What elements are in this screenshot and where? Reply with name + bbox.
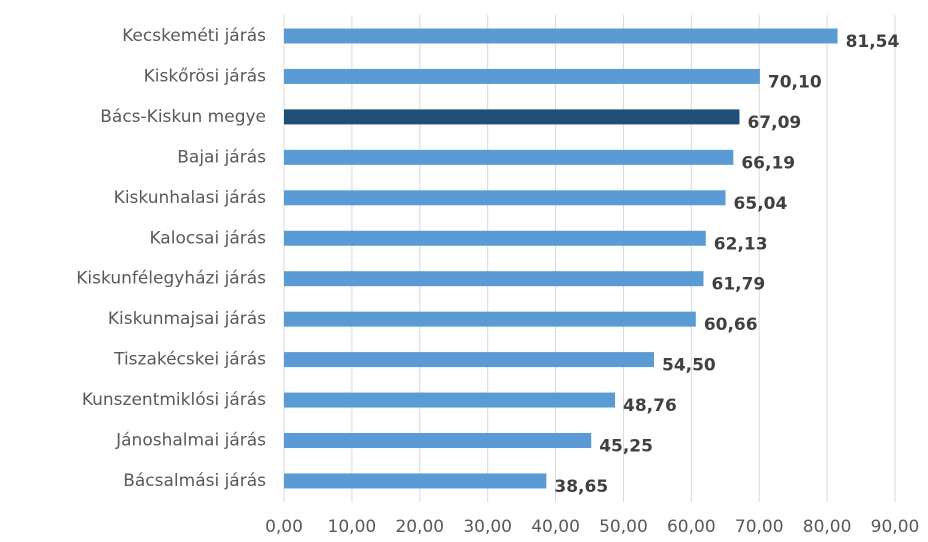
bar <box>284 433 592 448</box>
value-label: 62,13 <box>714 234 768 254</box>
category-label: Kalocsai járás <box>149 228 266 248</box>
bar <box>284 230 706 246</box>
category-label: Kiskunhalasi járás <box>114 188 266 208</box>
category-label: Kunszentmiklósi járás <box>82 390 266 410</box>
bar <box>284 68 760 84</box>
x-tick-label: 60,00 <box>667 517 716 537</box>
x-tick-label: 80,00 <box>803 517 852 537</box>
category-label: Bajai járás <box>177 147 266 167</box>
bar <box>284 149 734 165</box>
category-label: Bácsalmási járás <box>123 471 266 491</box>
value-label: 54,50 <box>662 356 716 376</box>
bar <box>284 473 547 489</box>
category-label: Kiskunmajsai járás <box>108 309 266 329</box>
value-label: 60,66 <box>704 315 758 335</box>
value-label: 45,25 <box>599 437 653 457</box>
bar <box>284 109 740 125</box>
x-tick-label: 70,00 <box>735 517 784 537</box>
bar <box>284 392 616 408</box>
value-label: 67,09 <box>747 113 801 133</box>
x-tick-label: 30,00 <box>463 517 512 537</box>
x-tick-label: 10,00 <box>328 517 377 537</box>
x-tick-label: 40,00 <box>531 517 580 537</box>
value-label: 70,10 <box>768 72 822 92</box>
value-label: 81,54 <box>846 32 900 52</box>
value-label: 66,19 <box>741 153 795 173</box>
category-label: Jánoshalmai járás <box>115 431 266 451</box>
value-label: 61,79 <box>711 275 765 295</box>
bar <box>284 190 726 206</box>
x-tick-label: 50,00 <box>599 517 648 537</box>
x-tick-label: 20,00 <box>395 517 444 537</box>
bar <box>284 271 704 287</box>
value-label: 38,65 <box>554 477 608 497</box>
bar <box>284 28 838 44</box>
category-label: Kiskőrösi járás <box>144 66 267 86</box>
x-tick-label: 0,00 <box>265 517 303 537</box>
bar <box>284 311 696 327</box>
category-label: Tiszakécskei járás <box>113 350 266 370</box>
category-label: Bács-Kiskun megye <box>100 107 266 127</box>
value-label: 48,76 <box>623 396 677 416</box>
category-label: Kecskeméti járás <box>122 26 266 46</box>
category-label: Kiskunfélegyházi járás <box>76 269 266 289</box>
bar <box>284 352 654 368</box>
value-label: 65,04 <box>734 194 788 214</box>
x-tick-label: 90,00 <box>871 517 920 537</box>
